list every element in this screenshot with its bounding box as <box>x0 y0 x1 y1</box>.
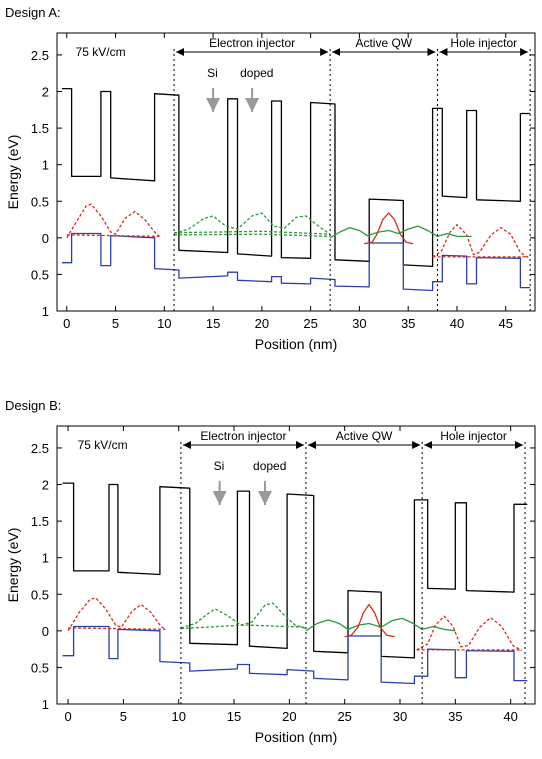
x-tick-label: 35 <box>401 316 415 331</box>
doping-label-doped: doped <box>253 459 286 473</box>
y-tick-label: 1.5 <box>31 121 49 136</box>
x-tick-label: 5 <box>120 709 127 724</box>
y-tick-label: 1 <box>42 697 49 712</box>
y-axis-label: Energy (eV) <box>5 528 21 603</box>
series-line-1 <box>62 625 528 685</box>
y-tick-label: 2 <box>42 85 49 100</box>
x-tick-label: 0 <box>64 709 71 724</box>
series-line-7 <box>329 225 472 239</box>
region-label-bg <box>448 34 520 50</box>
y-tick-label: 2.5 <box>31 441 49 456</box>
region-label-bg <box>198 427 289 443</box>
series-line-6 <box>305 617 456 632</box>
x-tick-label: 25 <box>337 709 351 724</box>
x-tick-label: 15 <box>206 316 220 331</box>
series-line-2 <box>67 597 166 632</box>
x-tick-label: 0 <box>63 316 70 331</box>
doping-label-si: Si <box>207 66 218 80</box>
doping-label-doped: doped <box>240 66 273 80</box>
plot-frame <box>56 425 536 705</box>
chart-title: Design B: <box>5 398 61 413</box>
x-axis-label: Position (nm) <box>255 729 337 745</box>
series-line-4 <box>180 602 307 630</box>
doping-label-si: Si <box>214 459 225 473</box>
series-line-3 <box>68 627 166 631</box>
y-tick-label: 2.5 <box>31 48 49 63</box>
series-group <box>62 482 528 685</box>
series-line-0 <box>61 87 531 268</box>
series-line-6 <box>174 230 331 235</box>
y-tick-label: 0.5 <box>31 587 49 602</box>
x-tick-label: 30 <box>393 709 407 724</box>
series-line-1 <box>61 232 531 292</box>
plot-frame <box>56 32 536 312</box>
series-line-8 <box>364 212 414 245</box>
x-tick-label: 35 <box>448 709 462 724</box>
region-label: Electron injector <box>209 36 295 50</box>
region-label: Active QW <box>355 36 412 50</box>
x-tick-label: 15 <box>227 709 241 724</box>
y-tick-label: 2 <box>42 478 49 493</box>
panel-design-a: Design A: Electron injector Active QW Hole … <box>5 5 536 352</box>
x-tick-label: 10 <box>171 709 185 724</box>
field-label: 75 kV/cm <box>76 45 126 59</box>
series-line-4 <box>173 212 331 235</box>
x-tick-label: 25 <box>303 316 317 331</box>
region-label-bg <box>333 427 395 443</box>
y-tick-label: 1.5 <box>31 514 49 529</box>
y-tick-label: 1 <box>42 158 49 173</box>
x-axis-label: Position (nm) <box>255 336 337 352</box>
x-tick-label: 20 <box>255 316 269 331</box>
region-label: Electron injector <box>200 429 286 443</box>
region-label-bg <box>207 34 298 50</box>
field-label: 75 kV/cm <box>78 438 128 452</box>
y-axis-label: Energy (eV) <box>5 135 21 210</box>
series-line-8 <box>416 615 523 652</box>
y-tick-label: 0 <box>42 624 49 639</box>
region-label-bg <box>353 34 415 50</box>
x-tick-label: 45 <box>499 316 513 331</box>
x-tick-label: 30 <box>352 316 366 331</box>
y-tick-label: 0.5 <box>31 660 49 675</box>
y-tick-label: 1 <box>42 551 49 566</box>
x-tick-label: 20 <box>282 709 296 724</box>
series-line-2 <box>66 203 160 239</box>
panel-design-b: Design B: Electron injector Active QW Hole … <box>5 398 536 745</box>
x-tick-label: 40 <box>503 709 517 724</box>
y-tick-label: 1 <box>42 304 49 319</box>
x-tick-label: 10 <box>157 316 171 331</box>
y-tick-label: 0.5 <box>31 194 49 209</box>
series-line-9 <box>432 224 529 259</box>
series-line-3 <box>66 234 160 238</box>
x-tick-label: 5 <box>112 316 119 331</box>
region-label: Active QW <box>336 429 393 443</box>
series-line-5 <box>180 624 307 630</box>
region-label: Hole injector <box>440 429 507 443</box>
chart-title: Design A: <box>5 5 61 20</box>
series-line-0 <box>62 482 528 659</box>
series-line-7 <box>344 603 395 638</box>
region-label: Hole injector <box>450 36 517 50</box>
region-label-bg <box>438 427 509 443</box>
series-line-5 <box>174 233 331 238</box>
y-tick-label: 0.5 <box>31 267 49 282</box>
y-tick-label: 0 <box>42 231 49 246</box>
x-tick-label: 40 <box>450 316 464 331</box>
series-group <box>61 87 531 292</box>
